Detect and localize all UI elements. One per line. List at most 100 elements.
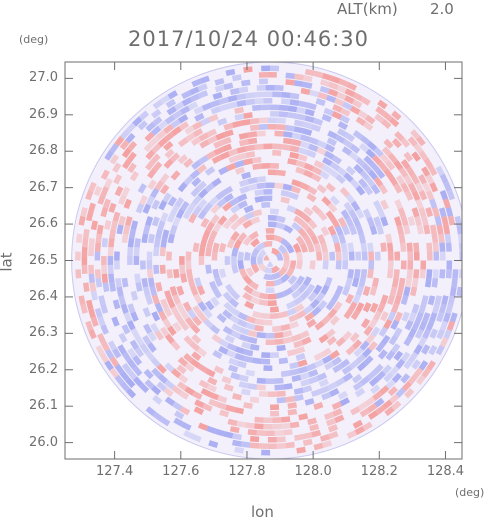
radar-cell — [159, 264, 166, 274]
radar-cell — [357, 110, 369, 120]
radar-cell — [202, 202, 213, 213]
radar-cell — [438, 207, 447, 218]
radar-cell — [170, 306, 180, 317]
radar-cell — [442, 198, 451, 209]
radar-cell — [222, 291, 233, 302]
radar-cell — [309, 89, 320, 98]
radar-cell — [328, 431, 339, 440]
radar-cell — [403, 335, 413, 347]
radar-cell — [130, 220, 139, 231]
radar-cell — [205, 221, 215, 232]
radar-cell — [270, 312, 280, 319]
radar-cell — [381, 146, 392, 157]
radar-cell — [226, 349, 237, 359]
radar-cell — [426, 269, 433, 279]
radar-cell — [404, 388, 415, 399]
radar-cell — [261, 352, 271, 358]
radar-cell — [360, 96, 371, 106]
radar-cell — [221, 375, 232, 385]
y-tick-label: 26.9 — [29, 106, 58, 122]
radar-cell — [197, 90, 209, 99]
radar-cell — [245, 98, 255, 106]
radar-cell — [421, 367, 431, 379]
radar-cell — [302, 234, 312, 245]
radar-cell — [298, 100, 309, 108]
radar-cell — [270, 306, 280, 313]
radar-cell — [320, 284, 330, 295]
radar-cell — [349, 144, 361, 154]
radar-cell — [349, 178, 360, 189]
radar-cell — [143, 141, 154, 153]
radar-cell — [276, 124, 286, 131]
radar-cell — [261, 163, 271, 169]
radar-cell — [324, 361, 335, 371]
radar-cell — [365, 148, 376, 159]
radar-cell — [297, 147, 308, 156]
radar-cell — [355, 185, 366, 196]
radar-cell — [289, 92, 300, 100]
radar-cell — [315, 292, 326, 303]
radar-cell — [276, 117, 286, 124]
radar-cell — [127, 140, 138, 152]
radar-cell — [276, 442, 286, 449]
radar-cell — [311, 306, 322, 317]
radar-cell — [254, 189, 264, 197]
radar-cell — [242, 219, 253, 229]
radar-cell — [188, 213, 198, 224]
radar-cell — [272, 325, 282, 332]
y-tick-label: 26.1 — [29, 398, 58, 414]
radar-cell — [238, 132, 249, 140]
radar-cell — [407, 328, 417, 339]
radar-cell — [222, 325, 234, 336]
radar-cell — [252, 310, 262, 319]
radar-cell — [342, 138, 354, 149]
radar-cell — [234, 166, 245, 175]
radar-cell — [196, 347, 208, 357]
radar-cell — [228, 213, 239, 224]
radar-cell — [238, 139, 249, 147]
radar-cell — [371, 277, 380, 288]
radar-cell — [370, 326, 381, 337]
radar-cell — [205, 246, 212, 257]
radar-cell — [160, 298, 169, 309]
radar-cell — [150, 357, 161, 368]
radar-cell — [263, 241, 273, 248]
radar-cell — [239, 327, 250, 336]
radar-cell — [421, 344, 431, 355]
radar-cell — [306, 362, 317, 372]
radar-cell — [376, 224, 384, 235]
radar-cell — [112, 211, 121, 222]
radar-cell — [198, 132, 210, 142]
radar-cell — [340, 242, 348, 253]
radar-cell — [114, 186, 124, 197]
radar-cell — [383, 319, 393, 330]
radar-cell — [432, 242, 439, 252]
radar-cell — [118, 215, 126, 226]
radar-cell — [147, 342, 157, 353]
radar-cell — [166, 251, 172, 261]
radar-cell — [341, 225, 351, 236]
radar-cell — [127, 162, 137, 174]
radar-cell — [411, 303, 420, 314]
radar-cell — [90, 290, 98, 301]
radar-cell — [310, 388, 322, 398]
radar-cell — [216, 401, 227, 410]
radar-cell — [390, 303, 400, 314]
radar-cell — [418, 190, 428, 201]
radar-cell — [403, 174, 413, 186]
radar-cell — [88, 247, 95, 257]
radar-cell — [238, 381, 249, 389]
radar-cell — [293, 215, 304, 225]
radar-cell — [373, 216, 382, 227]
radar-cell — [303, 162, 315, 172]
radar-cell — [200, 217, 210, 228]
radar-cell — [178, 121, 190, 131]
radar-cell — [382, 399, 393, 410]
radar-cell — [267, 391, 277, 397]
radar-cell — [189, 341, 201, 352]
radar-cell — [447, 215, 456, 226]
y-tick-label: 26.6 — [29, 216, 58, 232]
radar-cell — [104, 220, 112, 230]
radar-cell — [212, 349, 223, 360]
